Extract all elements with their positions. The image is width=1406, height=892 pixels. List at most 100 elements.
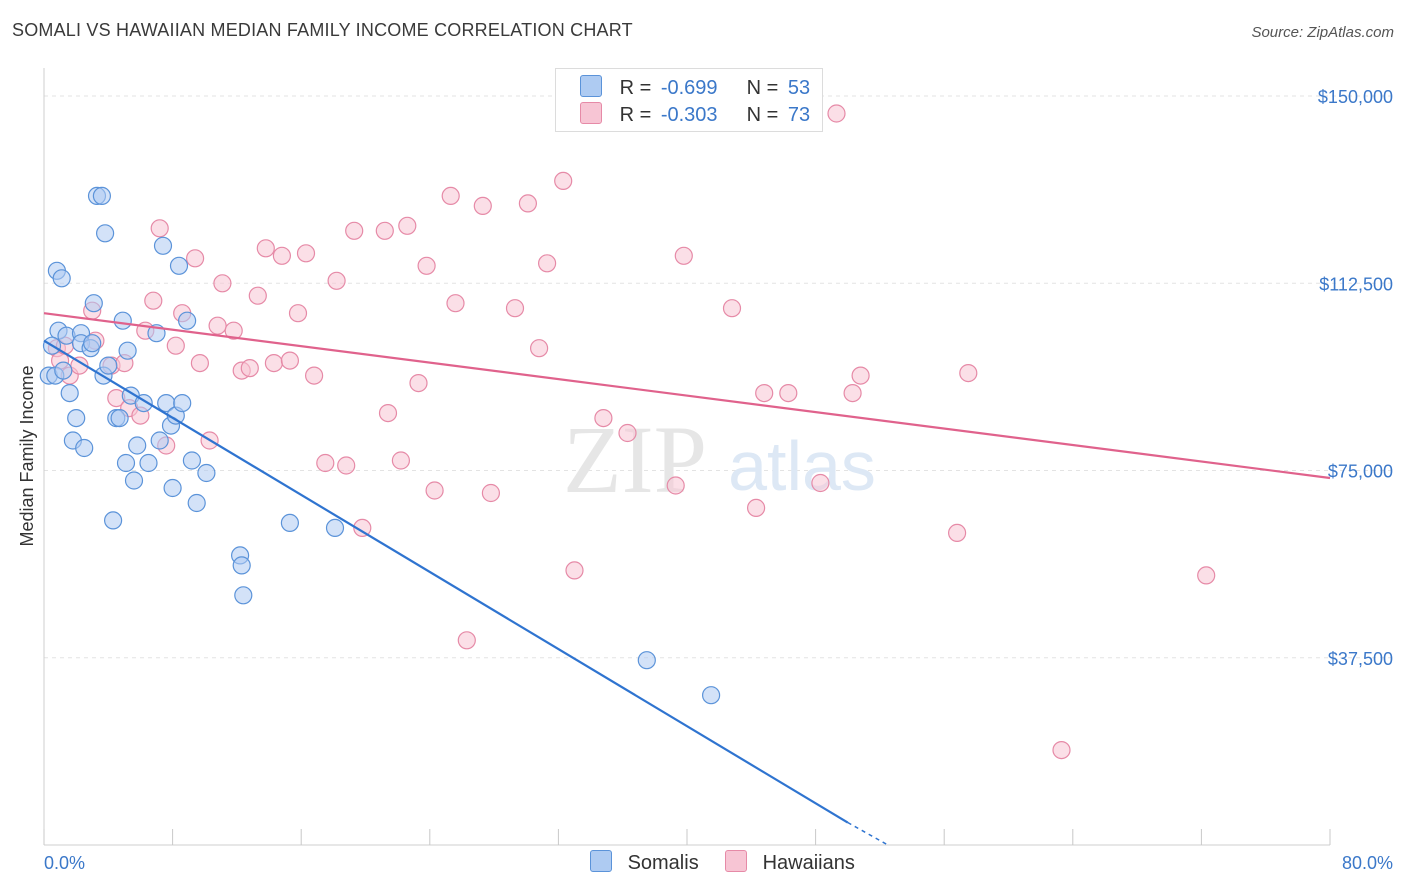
chart-title: SOMALI VS HAWAIIAN MEDIAN FAMILY INCOME … <box>12 20 633 40</box>
hawaiian-point-60 <box>674 246 693 265</box>
somali-point-15 <box>84 294 103 313</box>
hawaiian-point-53 <box>529 339 549 358</box>
hawaiian-point-59 <box>666 476 685 495</box>
hawaiian-point-25 <box>240 359 259 378</box>
y-tick-label-3: $150,000 <box>1318 87 1393 107</box>
somali-point-42 <box>182 451 201 470</box>
hawaiian-point-32 <box>296 244 316 263</box>
somalis-label: Somalis <box>627 852 699 874</box>
somali-point-24 <box>113 311 132 330</box>
tick-labels: $37,500 $75,000 $112,500 $150,000 0.0% 80.0% <box>44 87 1393 873</box>
somali-point-31 <box>139 453 158 473</box>
somali-n-label: N = <box>746 77 779 99</box>
bottom-legend-hawaiians: Hawaiians <box>725 850 855 875</box>
somali-point-26 <box>118 341 137 360</box>
watermark: ZIP atlas <box>563 406 876 513</box>
hawaiian-point-64 <box>779 384 798 403</box>
watermark-zip: ZIP <box>563 406 707 513</box>
hawaiian-point-72 <box>1197 566 1216 585</box>
hawaiians-label: Hawaiians <box>762 852 855 874</box>
hawaiian-point-35 <box>327 271 346 290</box>
somali-point-12 <box>75 438 94 458</box>
hawaiian-point-19 <box>190 354 209 373</box>
hawaiian-point-69 <box>947 523 967 543</box>
somali-point-37 <box>163 478 182 498</box>
somali-point-43 <box>187 493 206 513</box>
hawaiian-point-65 <box>811 473 830 493</box>
hawaiian-point-63 <box>755 384 774 403</box>
somali-point-47 <box>234 586 253 605</box>
hawaiian-point-70 <box>959 364 978 383</box>
somali-point-5 <box>54 361 73 380</box>
hawaiian-point-38 <box>353 518 372 538</box>
somali-point-40 <box>173 394 192 413</box>
somali-point-39 <box>169 256 189 275</box>
somali-n-value: 53 <box>787 77 811 99</box>
hawaiian-r-value: -0.303 <box>660 104 718 126</box>
somali-point-29 <box>128 436 147 455</box>
hawaiian-point-49 <box>473 196 492 215</box>
somali-points <box>39 186 721 705</box>
hawaiian-point-57 <box>594 409 613 428</box>
hawaiian-point-62 <box>746 498 766 517</box>
somali-point-21 <box>103 511 123 530</box>
hawaiian-point-14 <box>150 219 169 238</box>
somali-point-46 <box>232 556 251 575</box>
hawaiian-point-44 <box>417 256 436 275</box>
somali-r-value: -0.699 <box>660 77 718 99</box>
somali-point-44 <box>197 463 216 483</box>
hawaiian-point-71 <box>1052 740 1071 760</box>
somali-point-28 <box>124 471 144 490</box>
hawaiian-point-54 <box>537 254 557 273</box>
somali-point-23 <box>110 409 129 428</box>
somali-point-50 <box>637 651 656 670</box>
hawaiian-point-26 <box>248 286 267 305</box>
hawaiian-point-66 <box>827 104 846 123</box>
hawaiian-point-13 <box>144 291 163 310</box>
hawaiian-point-23 <box>224 321 243 340</box>
somali-trend-line <box>43 339 849 824</box>
somali-trend-extension <box>847 821 889 846</box>
somali-point-48 <box>280 513 299 533</box>
hawaiian-point-29 <box>272 246 291 265</box>
hawaiian-r-label: R = <box>619 104 652 126</box>
legend-row-hawaiian: R = -0.303 N = 73 <box>580 102 810 128</box>
hawaiian-swatch <box>580 102 602 124</box>
hawaiian-point-34 <box>316 453 335 473</box>
hawaiian-point-33 <box>305 366 324 385</box>
x-tick-label-max: 80.0% <box>1342 853 1393 873</box>
somali-point-7 <box>60 384 79 403</box>
hawaiian-point-48 <box>457 631 476 650</box>
hawaiian-point-61 <box>722 299 742 318</box>
somali-r-label: R = <box>619 77 652 99</box>
hawaiian-point-68 <box>851 366 870 385</box>
x-tick-label-min: 0.0% <box>44 853 85 873</box>
y-tick-label-2: $112,500 <box>1319 274 1393 294</box>
hawaiian-point-41 <box>391 451 410 470</box>
somali-point-41 <box>178 311 197 330</box>
y-tick-label-1: $75,000 <box>1328 462 1393 482</box>
hawaiian-point-31 <box>288 304 308 323</box>
y-tick-label-0: $37,500 <box>1328 649 1393 669</box>
hawaiian-point-58 <box>618 423 637 443</box>
hawaiian-n-value: 73 <box>787 104 811 126</box>
somali-point-34 <box>153 236 173 255</box>
hawaiian-point-40 <box>378 404 398 423</box>
somali-point-17 <box>92 186 112 205</box>
somali-point-4 <box>52 269 71 288</box>
hawaiian-point-56 <box>565 561 584 580</box>
hawaiian-point-22 <box>213 274 232 293</box>
hawaiian-point-16 <box>166 336 185 355</box>
hawaiian-point-37 <box>345 221 364 240</box>
hawaiian-point-50 <box>481 483 500 503</box>
hawaiian-point-42 <box>398 216 417 235</box>
hawaiian-point-30 <box>280 351 299 370</box>
y-axis-label: Median Family Income <box>17 365 37 546</box>
hawaiian-point-43 <box>409 374 428 393</box>
hawaiian-point-36 <box>337 456 356 475</box>
somali-point-14 <box>83 334 102 353</box>
hawaiian-point-46 <box>441 186 460 205</box>
somali-point-49 <box>325 518 345 538</box>
axes <box>43 68 1331 846</box>
